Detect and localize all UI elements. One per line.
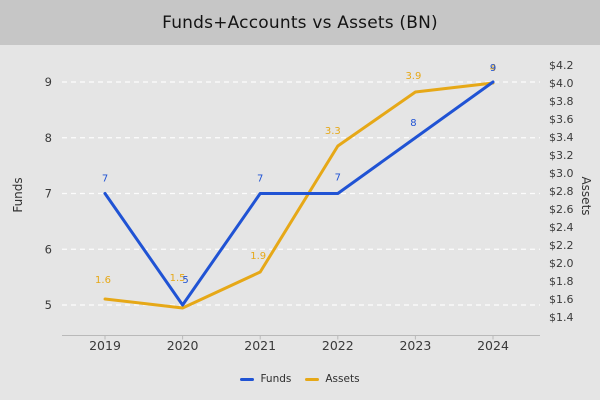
- assets-data-label: 3.3: [325, 126, 341, 137]
- right-axis-tick-label: $1.6: [549, 293, 574, 306]
- legend-swatch-assets: [305, 377, 320, 381]
- right-axis-tick-label: $4.2: [549, 59, 574, 72]
- left-axis-tick-label: 6: [45, 242, 52, 256]
- right-axis-tick-label: $2.8: [549, 185, 574, 198]
- left-axis-tick-label: 5: [45, 298, 52, 312]
- assets-data-label: 1.6: [95, 275, 111, 286]
- right-axis-tick-label: $4.0: [549, 77, 574, 90]
- funds-data-label: 8: [410, 118, 416, 129]
- right-axis-tick-label: $1.4: [549, 311, 574, 324]
- x-axis-tick-label: 2019: [89, 338, 121, 353]
- legend: Funds Assets: [0, 370, 600, 388]
- legend-label: Funds: [260, 373, 292, 385]
- x-axis-tick-label: 2023: [399, 338, 431, 353]
- x-axis-tick-label: 2022: [322, 338, 354, 353]
- right-axis-tick-label: $2.0: [549, 257, 574, 270]
- right-axis-tick-label: $2.4: [549, 221, 574, 234]
- left-axis-tick-label: 7: [45, 187, 52, 201]
- left-axis-tick-label: 8: [45, 131, 52, 145]
- chart-title: Funds+Accounts vs Assets (BN): [162, 12, 438, 33]
- left-axis-title: Funds: [11, 177, 25, 213]
- funds-data-label: 5: [182, 275, 188, 286]
- right-axis-tick-label: $3.4: [549, 131, 574, 144]
- right-axis-tick-label: $2.6: [549, 203, 574, 216]
- assets-line: [103, 81, 495, 310]
- assets-data-label: 4: [490, 63, 496, 74]
- assets-data-label: 1.5: [170, 273, 186, 284]
- funds-data-label: 9: [490, 63, 496, 74]
- left-axis-tick-label: 9: [45, 75, 52, 89]
- funds-data-label: 7: [102, 174, 108, 185]
- funds-data-label: 7: [335, 173, 341, 184]
- x-axis-tick-label: 2024: [477, 338, 509, 353]
- assets-data-label: 1.9: [250, 251, 266, 262]
- legend-item-funds: Funds: [240, 373, 291, 385]
- right-axis-tick-label: $1.8: [549, 275, 574, 288]
- right-axis-title: Assets: [579, 176, 593, 216]
- funds-line: [103, 80, 495, 307]
- legend-label: Assets: [325, 373, 360, 385]
- funds-data-label: 7: [257, 174, 263, 185]
- right-axis-tick-label: $3.0: [549, 167, 574, 180]
- x-axis-tick-label: 2021: [244, 338, 276, 353]
- right-axis-tick-label: $2.2: [549, 239, 574, 252]
- x-axis-tick-label: 2020: [167, 338, 199, 353]
- right-axis-tick-label: $3.2: [549, 149, 574, 162]
- right-axis-tick-label: $3.8: [549, 95, 574, 108]
- legend-item-assets: Assets: [305, 373, 360, 385]
- right-axis-tick-label: $3.6: [549, 113, 574, 126]
- legend-swatch-funds: [240, 377, 255, 381]
- assets-data-label: 3.9: [405, 71, 421, 82]
- title-band: Funds+Accounts vs Assets (BN): [0, 0, 600, 45]
